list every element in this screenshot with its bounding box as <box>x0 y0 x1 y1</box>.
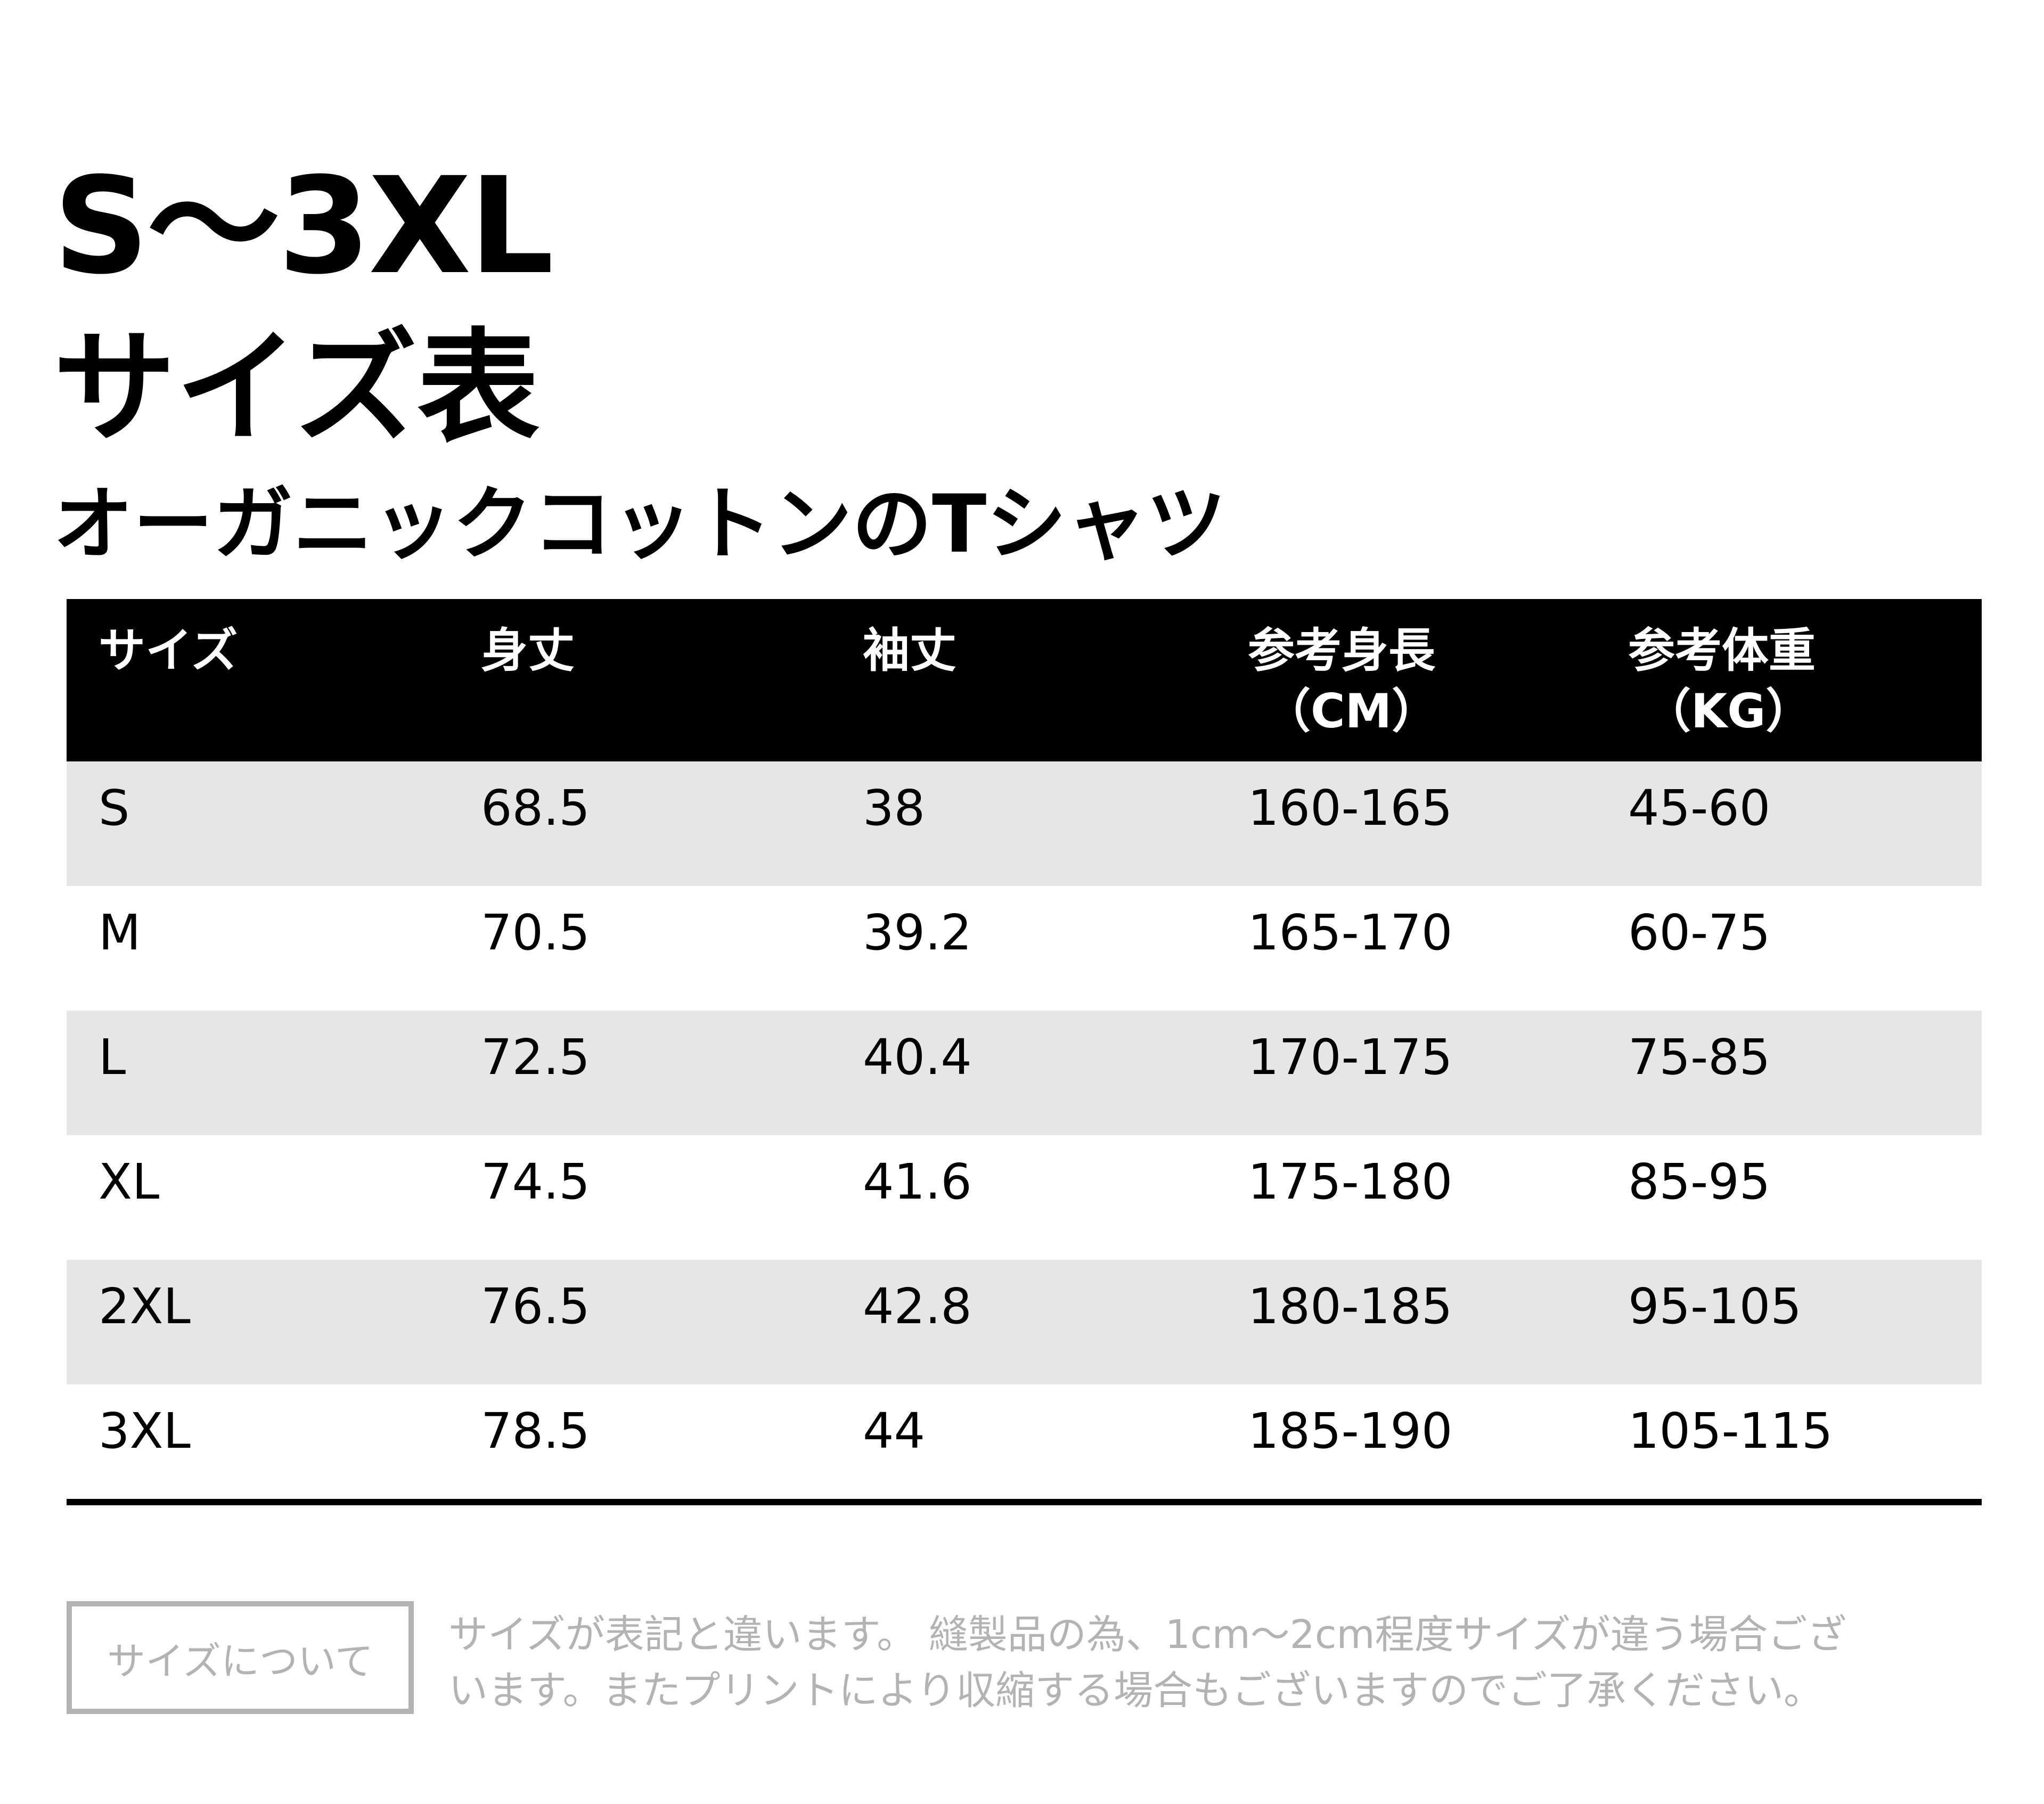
cell-ref-weight: 95-105 <box>1628 1278 1802 1335</box>
product-subtitle: オーガニックコットンのTシャツ <box>53 478 1227 571</box>
header-ref-height-unit: （CM） <box>1264 684 1439 739</box>
size-disclaimer-note: サイズが表記と違います。 縫製品の為、1cm～2cm程度サイズが違う場合ござ い… <box>448 1607 1993 1719</box>
header-size-label: サイズ <box>99 623 238 678</box>
cell-ref-height: 175-180 <box>1248 1153 1453 1210</box>
note-line-1: サイズが表記と違います。 縫製品の為、1cm～2cm程度サイズが違う場合ござ <box>448 1612 1847 1658</box>
table-bottom-divider <box>67 1499 1982 1505</box>
header-body-length-label: 身丈 <box>481 623 575 678</box>
header-sleeve-length: 袖丈 <box>863 620 956 681</box>
cell-ref-height: 185-190 <box>1248 1403 1453 1459</box>
about-size-badge: サイズについて <box>67 1601 414 1714</box>
header-ref-weight-unit: （KG） <box>1644 684 1813 739</box>
cell-body-length: 76.5 <box>481 1278 590 1335</box>
cell-ref-weight: 75-85 <box>1628 1029 1771 1086</box>
cell-body-length: 70.5 <box>481 904 590 961</box>
header-ref-height: 参考身長 （CM） <box>1248 620 1438 742</box>
table-row: M 70.5 39.2 165-170 60-75 <box>67 886 1982 1011</box>
cell-sleeve-length: 41.6 <box>863 1153 972 1210</box>
header-sleeve-length-label: 袖丈 <box>863 623 957 678</box>
header-ref-weight-label: 参考体重 <box>1628 623 1816 678</box>
cell-sleeve-length: 39.2 <box>863 904 972 961</box>
cell-ref-height: 165-170 <box>1248 904 1453 961</box>
table-row: XL 74.5 41.6 175-180 85-95 <box>67 1135 1982 1260</box>
cell-ref-height: 180-185 <box>1248 1278 1453 1335</box>
cell-ref-height: 160-165 <box>1248 780 1453 837</box>
title-size-chart: サイズ表 <box>53 317 540 460</box>
cell-sleeve-length: 42.8 <box>863 1278 972 1335</box>
header-ref-height-label: 参考身長 <box>1248 623 1436 678</box>
header-size: サイズ <box>99 620 238 681</box>
table-row: 2XL 76.5 42.8 180-185 95-105 <box>67 1260 1982 1384</box>
cell-sleeve-length: 40.4 <box>863 1029 972 1086</box>
about-size-badge-label: サイズについて <box>107 1638 373 1684</box>
table-header: サイズ 身丈 袖丈 参考身長 （CM） 参考体重 （KG） <box>67 599 1982 761</box>
size-table: サイズ 身丈 袖丈 参考身長 （CM） 参考体重 （KG） S 68.5 38 … <box>67 599 1982 1509</box>
cell-sleeve-length: 38 <box>863 780 926 837</box>
cell-size: 2XL <box>99 1278 191 1335</box>
cell-size: L <box>99 1029 126 1086</box>
cell-body-length: 72.5 <box>481 1029 590 1086</box>
table-row: 3XL 78.5 44 185-190 105-115 <box>67 1384 1982 1509</box>
cell-ref-weight: 85-95 <box>1628 1153 1771 1210</box>
cell-size: XL <box>99 1153 160 1210</box>
cell-ref-weight: 105-115 <box>1628 1403 1833 1459</box>
note-line-2: います。またプリントにより収縮する場合もございますのでご了承ください。 <box>448 1668 1824 1713</box>
cell-size: M <box>99 904 141 961</box>
cell-body-length: 78.5 <box>481 1403 590 1459</box>
cell-body-length: 74.5 <box>481 1153 590 1210</box>
cell-body-length: 68.5 <box>481 780 590 837</box>
header-ref-weight: 参考体重 （KG） <box>1628 620 1816 742</box>
cell-ref-height: 170-175 <box>1248 1029 1453 1086</box>
cell-sleeve-length: 44 <box>863 1403 926 1459</box>
cell-size: 3XL <box>99 1403 191 1459</box>
cell-ref-weight: 45-60 <box>1628 780 1771 837</box>
table-row: L 72.5 40.4 170-175 75-85 <box>67 1011 1982 1135</box>
header-body-length: 身丈 <box>481 620 575 681</box>
title-size-range: S～3XL <box>53 149 554 304</box>
cell-ref-weight: 60-75 <box>1628 904 1771 961</box>
cell-size: S <box>99 780 130 837</box>
table-row: S 68.5 38 160-165 45-60 <box>67 761 1982 886</box>
